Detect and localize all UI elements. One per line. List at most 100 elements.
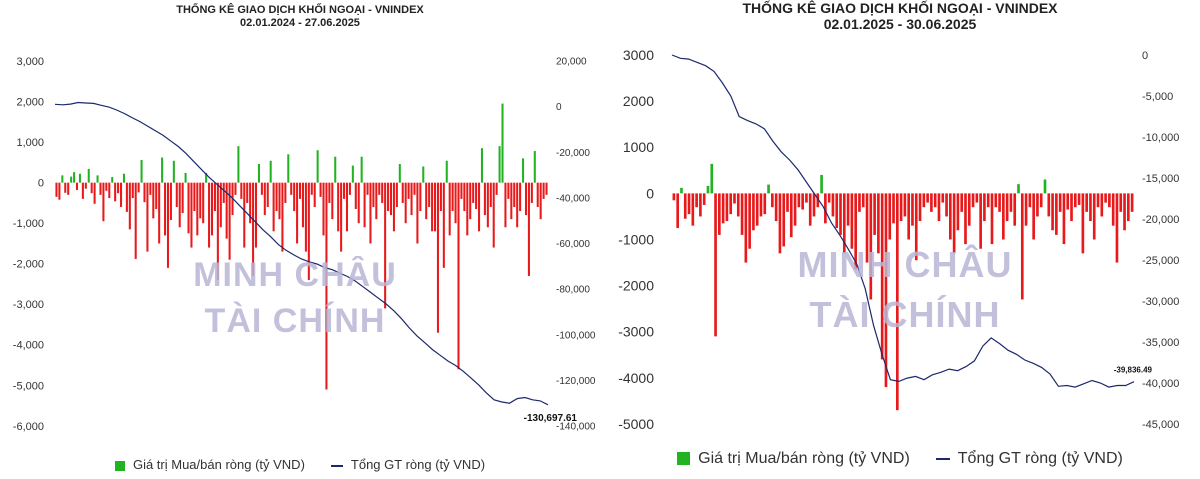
bar [793,193,797,226]
bar [293,182,296,212]
bar [172,160,175,183]
bar [155,182,158,210]
legend-line-swatch [330,464,343,467]
bar [513,182,516,207]
bar [263,182,266,216]
bar [384,182,387,309]
bar [428,182,431,207]
bar [369,182,372,244]
y2-tick-label: -120,000 [556,376,596,387]
bar [998,193,1001,212]
watermark-line2: TÀI CHÍNH [809,294,1001,335]
bar [354,182,357,210]
watermark: MINH CHÂU TÀI CHÍNH [790,240,1020,340]
bar [486,182,489,228]
bar [348,182,351,195]
y-tick-label: -4000 [618,370,654,386]
bar [748,193,751,249]
bar [343,182,346,199]
bar [140,159,143,183]
bar [351,165,354,183]
chart-plot-left: 3,000 2,000 1,000 0 -1,000 -2,000 -3,000 -4,000… [13,56,596,433]
chart-plot-right: 3000 2000 1000 0 -1000 -2000 -3000 -4000 -5000 0 -… [618,47,1179,432]
bar [472,182,475,203]
bar [340,182,343,252]
bar [128,182,131,230]
bar [888,193,892,240]
bar [839,193,842,235]
bar [266,182,269,207]
bar [824,193,827,224]
bar [1066,193,1070,210]
legend-line-label: Tổng GT ròng (tỷ VND) [350,457,486,472]
bar [763,193,767,215]
bar [812,193,816,217]
bar [1062,193,1066,245]
bar [296,182,299,244]
bar [67,182,70,195]
bar [463,182,466,212]
bar [994,193,998,208]
legend-bar-label: Giá trị Mua/bán ròng (tỷ VND) [132,457,305,472]
bar [316,150,319,183]
bar [55,182,58,197]
y-tick-label: 2,000 [16,96,44,108]
bar [1085,193,1088,212]
legend-line-label: Tổng GT ròng (tỷ VND) [957,450,1123,467]
bar [1130,193,1134,212]
bar [536,182,539,207]
bar [1058,193,1062,212]
bar [466,182,469,236]
legend-bar-swatch [114,460,125,471]
bar [58,182,61,200]
bar [216,182,219,280]
bar [1096,193,1100,208]
bar [313,182,316,207]
y-tick-label: -3,000 [13,299,44,311]
bar [964,193,967,245]
bar [501,103,504,183]
bar [542,182,545,199]
bar [718,193,721,235]
bar [360,156,363,183]
bar [846,193,850,226]
bar [445,160,448,183]
y2-tick-label: -25,000 [1142,255,1179,267]
last-value-label: -39,836.49 [1114,366,1153,375]
bar [1043,179,1047,194]
bar [1039,193,1043,208]
bar [911,193,914,226]
bar [949,193,952,240]
bar [918,193,922,222]
bar [884,193,888,388]
bar [249,182,252,224]
bar [178,182,181,228]
chart-title-text: THỐNG KÊ GIAO DỊCH KHỐI NGOẠI - VNINDEX [742,0,1058,16]
bar [190,182,193,248]
bar [87,168,90,183]
y-tick-label: -6,000 [13,421,44,433]
bar [702,193,706,205]
y2-tick-label: -10,000 [1142,132,1179,144]
bar [539,182,542,220]
bar [922,193,926,208]
bar [956,193,960,231]
bar [721,193,725,224]
bar [234,182,237,195]
bar [401,182,404,203]
bar [84,182,87,189]
bar [378,182,381,195]
y2-tick-label: -20,000 [556,148,590,159]
y2-tick-label: -100,000 [556,330,596,341]
bar [858,193,861,212]
bar [272,182,275,232]
bar [257,164,260,183]
bar [372,182,375,207]
bar [478,182,481,232]
bar [213,182,216,212]
bar [519,182,522,212]
bar [469,182,472,220]
bar [1111,193,1115,226]
bar [786,193,789,212]
bar [269,160,272,183]
